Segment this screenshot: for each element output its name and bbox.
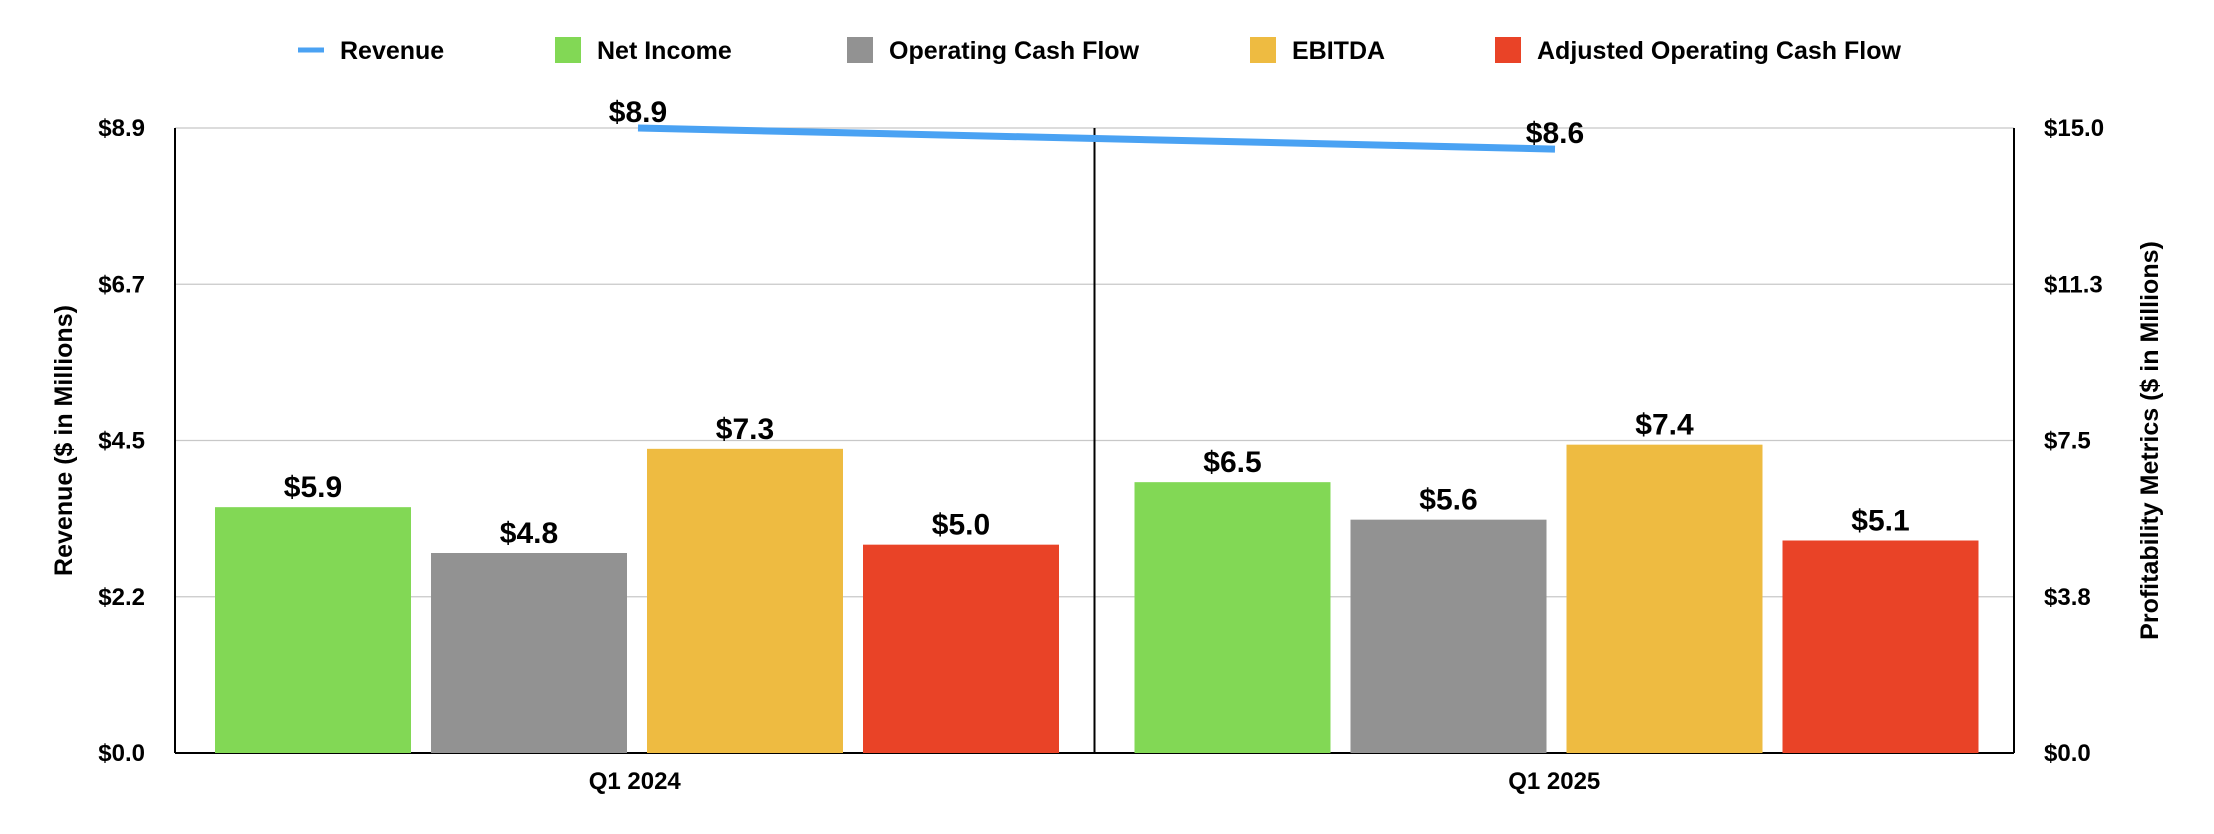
bar-adjusted-operating-cash-flow xyxy=(1782,540,1979,753)
bar-operating-cash-flow xyxy=(1350,519,1547,753)
y-tick-label: $8.9 xyxy=(98,115,145,142)
legend-swatch-net-income xyxy=(555,37,581,63)
line-revenue xyxy=(637,124,1556,153)
legend-label-operating-cash-flow: Operating Cash Flow xyxy=(889,37,1140,65)
legend-label-net-income: Net Income xyxy=(597,37,732,65)
legend-swatch-operating-cash-flow xyxy=(847,37,873,63)
data-label-ebitda: $7.4 xyxy=(1635,409,1694,442)
data-label-operating-cash-flow: $5.6 xyxy=(1419,484,1477,517)
data-label-adjusted-operating-cash-flow: $5.1 xyxy=(1851,505,1909,538)
y-tick-label: $0.0 xyxy=(98,740,145,767)
bar-ebitda xyxy=(647,448,843,753)
legend-swatch-adjusted-operating-cash-flow xyxy=(1495,37,1521,63)
data-label-revenue: $8.9 xyxy=(609,96,667,129)
x-tick-label: Q1 2024 xyxy=(589,768,682,795)
legend-label-revenue: Revenue xyxy=(340,37,444,65)
x-tick-label: Q1 2025 xyxy=(1508,768,1600,795)
y-tick-label: $6.7 xyxy=(98,271,145,298)
y-tick-label: $4.5 xyxy=(98,428,145,455)
bar-adjusted-operating-cash-flow xyxy=(863,544,1059,753)
y2-tick-label: $15.0 xyxy=(2044,115,2104,142)
bar-net-income xyxy=(215,507,411,753)
legend-label-ebitda: EBITDA xyxy=(1292,37,1385,65)
y2-axis-title: Profitability Metrics ($ in Millions) xyxy=(2136,241,2164,640)
y2-tick-label: $3.8 xyxy=(2044,584,2091,611)
y-axis-title: Revenue ($ in Millions) xyxy=(50,305,78,576)
y2-tick-label: $11.3 xyxy=(2044,271,2103,298)
data-label-revenue: $8.6 xyxy=(1526,117,1584,150)
y-tick-label: $2.2 xyxy=(98,584,145,611)
y2-tick-label: $0.0 xyxy=(2044,740,2091,767)
data-label-net-income: $5.9 xyxy=(284,471,342,504)
bar-operating-cash-flow xyxy=(431,553,627,753)
data-label-ebitda: $7.3 xyxy=(716,413,774,446)
data-label-adjusted-operating-cash-flow: $5.0 xyxy=(932,509,990,542)
data-label-net-income: $6.5 xyxy=(1203,446,1261,479)
bar-net-income xyxy=(1134,482,1331,753)
legend-swatch-ebitda xyxy=(1250,37,1276,63)
legend-label-adjusted-operating-cash-flow: Adjusted Operating Cash Flow xyxy=(1537,37,1901,65)
y2-tick-label: $7.5 xyxy=(2044,428,2091,455)
bar-ebitda xyxy=(1566,444,1763,753)
data-label-operating-cash-flow: $4.8 xyxy=(500,517,558,550)
